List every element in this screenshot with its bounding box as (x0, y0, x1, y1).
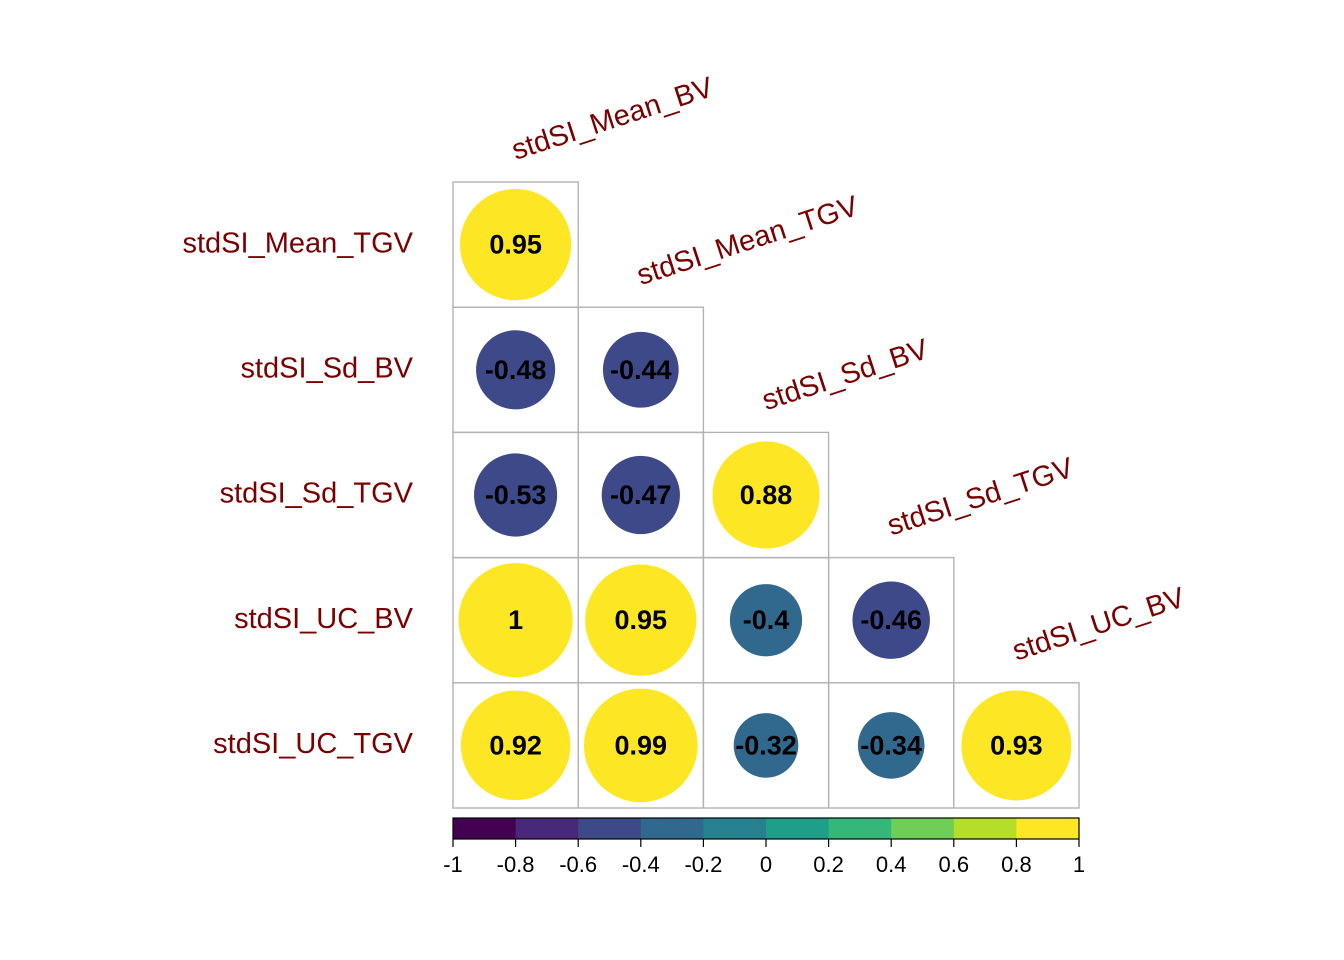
correlation-circle (961, 690, 1072, 801)
colorbar-segment (891, 818, 955, 839)
colorbar-segment (453, 818, 517, 839)
correlation-circle (601, 455, 680, 535)
correlation-cell: 0.95 (577, 556, 705, 684)
correlation-circle (459, 188, 572, 301)
correlation-value-label: -0.34 (860, 730, 922, 760)
correlation-circle (458, 563, 573, 678)
correlation-cell: -0.53 (452, 431, 579, 559)
column-label: stdSI_Sd_TGV (883, 452, 1077, 542)
correlation-circle (602, 331, 679, 408)
correlation-circle (857, 712, 925, 779)
correlation-circle (852, 581, 930, 659)
correlation-circle (712, 441, 820, 549)
correlation-value-label: 0.88 (740, 480, 793, 510)
correlation-value-label: 0.93 (990, 730, 1043, 760)
correlation-cell: -0.48 (452, 306, 579, 434)
correlation-value-label: 0.95 (615, 605, 668, 635)
colorbar-tick-label: 1 (1073, 852, 1085, 877)
row-labels: stdSI_Mean_TGV stdSI_Sd_BV stdSI_Sd_TGVstd… (183, 227, 414, 760)
cell-border (953, 682, 1080, 809)
row-label: stdSI_Mean_TGV (183, 227, 414, 259)
correlation-cell: -0.46 (827, 556, 955, 684)
correlation-value-label: -0.48 (485, 355, 547, 385)
correlation-circle (583, 688, 698, 803)
correlation-value-label: -0.47 (610, 480, 672, 510)
colorbar-legend: -1 -0.8 -0.6 -0.4 -0.2 0 0.2 0.4 0.6 0.8 1 (443, 817, 1085, 877)
correlation-cell: 1 (452, 556, 579, 684)
colorbar-tick-label: 0.4 (876, 852, 907, 877)
colorbar-segment (828, 818, 892, 839)
row-label: stdSI_Sd_TGV (220, 478, 414, 510)
correlation-cell: 0.88 (702, 431, 830, 559)
correlation-value-label: -0.32 (735, 730, 797, 760)
correlation-value-label: 0.92 (489, 730, 542, 760)
correlation-value-label: -0.53 (485, 480, 547, 510)
colorbar-segment (953, 818, 1017, 839)
colorbar-segment (766, 818, 830, 839)
correlation-circle (585, 564, 697, 676)
correlation-cell: -0.44 (577, 306, 705, 434)
correlation-cell: -0.4 (702, 556, 830, 684)
correlation-cells: 0.95 -0.48 -0.44 -0.53 -0.47 0.88 1 0.95 -0.4 -0.… (452, 181, 1080, 809)
colorbar-segment (703, 818, 767, 839)
correlation-value-label: -0.46 (860, 605, 922, 635)
column-label: stdSI_UC_BV (1009, 582, 1190, 668)
correlation-value-label: 1 (508, 605, 523, 635)
correlation-value-label: 0.99 (615, 730, 668, 760)
correlation-cell: 0.99 (577, 682, 705, 809)
row-label: stdSI_UC_BV (234, 603, 414, 635)
colorbar-tick-label: -0.4 (622, 852, 660, 877)
correlation-cell: 0.95 (452, 181, 579, 308)
column-label: stdSI_Mean_TGV (633, 190, 863, 292)
colorbar-tick-label: -1 (443, 852, 463, 877)
correlation-cell: -0.34 (827, 682, 955, 809)
correlation-circle (474, 453, 558, 537)
correlation-circle (733, 713, 799, 778)
correlation-value-label: -0.4 (743, 605, 790, 635)
colorbar-segment (640, 818, 704, 839)
correlation-circle (729, 584, 803, 657)
column-label: stdSI_Mean_BV (508, 71, 718, 166)
colorbar-tick-label: 0.8 (1001, 852, 1032, 877)
colorbar-segment (1016, 818, 1080, 839)
correlation-cell: 0.93 (953, 682, 1080, 809)
colorbar-tick-label: -0.8 (497, 852, 535, 877)
correlation-cell: -0.47 (577, 431, 705, 559)
correlation-value-label: -0.44 (610, 355, 672, 385)
column-label: stdSI_Sd_BV (758, 333, 933, 417)
correlation-circle (460, 690, 571, 801)
colorbar-tick-label: 0 (760, 852, 772, 877)
colorbar-segment (515, 818, 579, 839)
correlation-circle (476, 330, 556, 410)
colorbar-segment (578, 818, 642, 839)
correlation-value-label: 0.95 (489, 230, 542, 260)
row-label: stdSI_Sd_BV (241, 352, 414, 384)
correlation-cell: -0.32 (702, 682, 830, 809)
colorbar-tick-label: 0.2 (813, 852, 844, 877)
colorbar-tick-label: 0.6 (939, 852, 970, 877)
colorbar-tick-label: -0.6 (559, 852, 597, 877)
row-label: stdSI_UC_TGV (213, 728, 413, 760)
correlation-cell: 0.92 (452, 682, 579, 809)
colorbar-tick-label: -0.2 (684, 852, 722, 877)
